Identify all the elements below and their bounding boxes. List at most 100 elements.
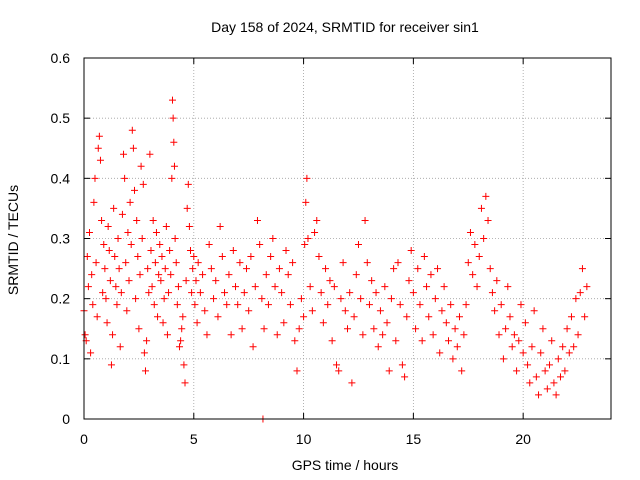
data-point (379, 331, 387, 339)
data-point (192, 277, 200, 285)
data-point (168, 174, 176, 182)
data-point (154, 313, 162, 321)
data-point (330, 283, 338, 291)
data-point (528, 343, 536, 351)
data-point (271, 283, 279, 291)
data-point (104, 222, 112, 230)
data-point (103, 319, 111, 327)
data-point (398, 361, 406, 369)
data-point (346, 289, 354, 297)
data-point (499, 355, 507, 363)
data-point (199, 271, 207, 279)
data-point (278, 289, 286, 297)
data-point (381, 283, 389, 291)
data-point (115, 265, 123, 273)
data-point (567, 313, 575, 321)
data-point (581, 313, 589, 321)
data-point (365, 301, 373, 309)
data-point (319, 319, 327, 327)
data-point (158, 253, 166, 261)
data-point (134, 253, 142, 261)
data-point (425, 313, 433, 321)
data-point (110, 204, 118, 212)
data-point (295, 325, 303, 333)
data-point (357, 295, 365, 303)
data-point (201, 307, 209, 315)
data-point (127, 241, 135, 249)
data-point (550, 379, 558, 387)
data-point (269, 235, 277, 242)
data-point (526, 379, 534, 387)
data-point (87, 349, 95, 357)
data-point (109, 331, 117, 339)
y-tick-label: 0 (62, 411, 70, 427)
data-point (570, 343, 578, 351)
data-point (258, 295, 266, 303)
data-point (98, 216, 106, 224)
data-point (83, 253, 91, 261)
data-point (431, 295, 439, 303)
data-point (194, 259, 202, 267)
data-point (84, 283, 92, 291)
data-point (548, 337, 556, 345)
data-point (238, 325, 246, 333)
data-point (335, 367, 343, 375)
data-point (262, 271, 270, 279)
data-point (150, 301, 158, 309)
data-point (451, 325, 459, 333)
data-point (348, 379, 356, 387)
data-point (304, 235, 312, 242)
x-tick-label: 5 (190, 431, 198, 447)
data-point (273, 331, 281, 339)
data-point (429, 331, 437, 339)
data-point (521, 319, 529, 327)
data-point (464, 259, 472, 267)
data-point (458, 367, 466, 375)
data-point (524, 361, 532, 369)
data-point (112, 283, 120, 291)
data-point (132, 295, 140, 303)
data-point (344, 325, 351, 333)
data-point (515, 337, 523, 345)
data-point (267, 253, 275, 261)
data-point (405, 277, 413, 285)
data-point (407, 247, 415, 255)
data-point (94, 144, 102, 152)
data-point (151, 259, 159, 267)
data-point (469, 271, 477, 279)
data-point (147, 247, 155, 255)
axis-ticks (83, 57, 611, 420)
data-point (572, 295, 580, 303)
data-point (137, 162, 145, 170)
data-point (85, 228, 93, 236)
data-point (275, 265, 283, 273)
data-point (162, 222, 170, 230)
data-point (282, 247, 290, 255)
data-point (116, 343, 124, 351)
data-point (284, 271, 292, 279)
data-point (297, 295, 305, 303)
data-point (218, 253, 226, 261)
data-point (176, 343, 184, 351)
data-point (171, 235, 179, 242)
data-point (418, 337, 426, 345)
y-tick-label: 0.5 (51, 110, 71, 126)
data-point (477, 204, 485, 212)
data-point (123, 307, 131, 315)
data-point (537, 349, 545, 357)
y-tick-label: 0.4 (51, 170, 71, 186)
data-point (546, 361, 554, 369)
y-tick-label: 0.6 (51, 50, 71, 66)
data-point (530, 307, 538, 315)
data-point (563, 325, 571, 333)
data-point (91, 174, 99, 182)
data-point (300, 313, 308, 321)
data-point (556, 373, 564, 381)
data-point (416, 301, 424, 309)
data-point (149, 216, 157, 224)
data-point (301, 241, 309, 249)
x-tick-label: 10 (296, 431, 312, 447)
data-point (306, 283, 314, 291)
data-point (482, 192, 490, 200)
y-tick-label: 0.3 (51, 231, 71, 247)
